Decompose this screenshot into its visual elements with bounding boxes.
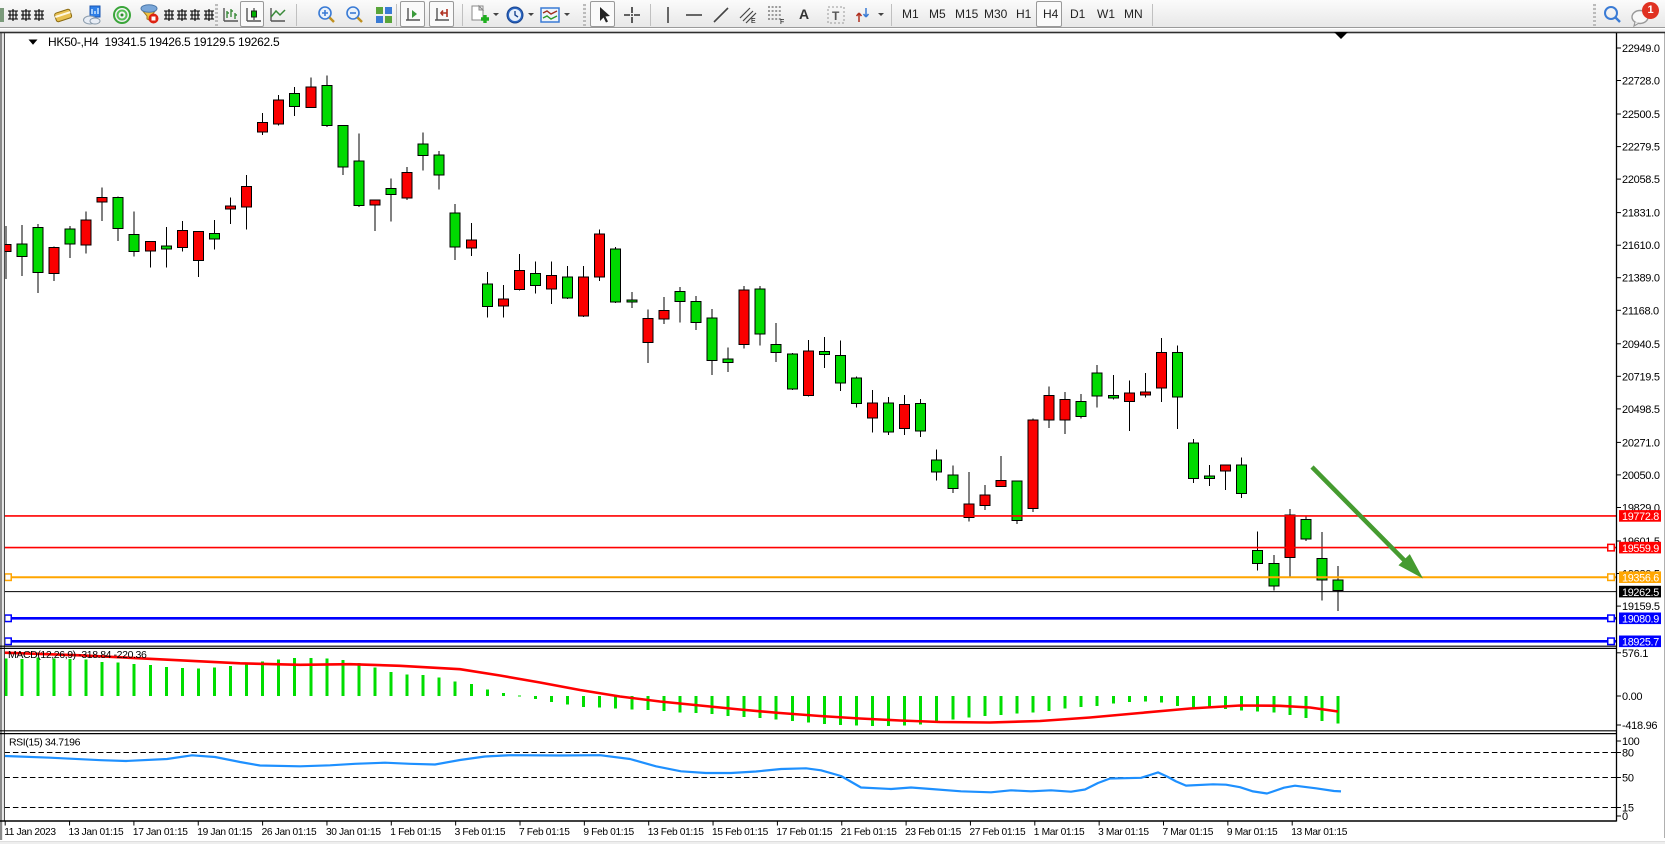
- svg-text:21168.0: 21168.0: [1622, 305, 1659, 317]
- svg-text:19080.9: 19080.9: [1622, 614, 1659, 626]
- svg-text:15 Feb 01:15: 15 Feb 01:15: [712, 827, 769, 838]
- svg-text:27 Feb 01:15: 27 Feb 01:15: [969, 827, 1026, 838]
- svg-text:1 Mar 01:15: 1 Mar 01:15: [1034, 827, 1085, 838]
- svg-text:-418.96: -418.96: [1622, 720, 1657, 732]
- svg-text:22949.0: 22949.0: [1622, 43, 1660, 55]
- svg-text:13 Feb 01:15: 13 Feb 01:15: [648, 827, 705, 838]
- svg-text:22728.0: 22728.0: [1622, 76, 1660, 88]
- svg-text:22058.5: 22058.5: [1622, 174, 1660, 186]
- svg-text:21 Feb 01:15: 21 Feb 01:15: [841, 827, 898, 838]
- svg-text:3 Feb 01:15: 3 Feb 01:15: [455, 827, 506, 838]
- svg-text:576.1: 576.1: [1622, 648, 1648, 660]
- svg-text:30 Jan 01:15: 30 Jan 01:15: [326, 827, 381, 838]
- svg-text:80: 80: [1622, 748, 1634, 760]
- svg-text:20498.5: 20498.5: [1622, 404, 1660, 416]
- svg-text:19559.9: 19559.9: [1622, 543, 1659, 555]
- svg-text:22279.5: 22279.5: [1622, 142, 1660, 154]
- svg-text:0.00: 0.00: [1622, 691, 1642, 703]
- svg-text:E: E: [751, 18, 756, 25]
- svg-text:15: 15: [1622, 803, 1634, 815]
- svg-text:17 Jan 01:15: 17 Jan 01:15: [133, 827, 188, 838]
- svg-text:100: 100: [1622, 736, 1640, 748]
- svg-text:20719.5: 20719.5: [1622, 371, 1660, 383]
- svg-text:HK50-,H4 19341.5 19426.5 1912: HK50-,H4 19341.5 19426.5 19129.5 19262.5: [48, 35, 280, 49]
- svg-text:18925.7: 18925.7: [1622, 637, 1659, 649]
- svg-text:19 Jan 01:15: 19 Jan 01:15: [197, 827, 252, 838]
- svg-text:13 Mar 01:15: 13 Mar 01:15: [1291, 827, 1348, 838]
- svg-text:19159.5: 19159.5: [1622, 601, 1660, 613]
- svg-text:9 Mar 01:15: 9 Mar 01:15: [1227, 827, 1278, 838]
- svg-text:1 Feb 01:15: 1 Feb 01:15: [390, 827, 441, 838]
- svg-text:7 Feb 01:15: 7 Feb 01:15: [519, 827, 570, 838]
- svg-text:19262.5: 19262.5: [1622, 587, 1659, 599]
- svg-text:0: 0: [1622, 811, 1628, 823]
- svg-text:21831.0: 21831.0: [1622, 208, 1660, 220]
- svg-text:9 Feb 01:15: 9 Feb 01:15: [583, 827, 634, 838]
- svg-text:3 Mar 01:15: 3 Mar 01:15: [1098, 827, 1149, 838]
- svg-text:20271.0: 20271.0: [1622, 437, 1660, 449]
- svg-text:19772.8: 19772.8: [1622, 511, 1659, 523]
- svg-text:F: F: [780, 19, 784, 26]
- svg-text:23 Feb 01:15: 23 Feb 01:15: [905, 827, 962, 838]
- svg-text:13 Jan 01:15: 13 Jan 01:15: [69, 827, 124, 838]
- svg-text:20050.0: 20050.0: [1622, 470, 1660, 482]
- svg-text:RSI(15) 34.7196: RSI(15) 34.7196: [9, 737, 81, 749]
- svg-text:26 Jan 01:15: 26 Jan 01:15: [262, 827, 317, 838]
- svg-text:MACD(12,26,9) -318.84 -220.36: MACD(12,26,9) -318.84 -220.36: [8, 649, 147, 661]
- svg-text:50: 50: [1622, 773, 1634, 785]
- svg-text:19356.6: 19356.6: [1622, 572, 1659, 584]
- svg-text:21610.0: 21610.0: [1622, 240, 1660, 252]
- svg-text:7 Mar 01:15: 7 Mar 01:15: [1163, 827, 1214, 838]
- svg-text:17 Feb 01:15: 17 Feb 01:15: [776, 827, 833, 838]
- svg-text:22500.5: 22500.5: [1622, 109, 1660, 121]
- svg-text:11 Jan 2023: 11 Jan 2023: [4, 827, 56, 838]
- svg-text:20940.5: 20940.5: [1622, 339, 1660, 351]
- svg-text:T: T: [832, 9, 840, 23]
- svg-text:21389.0: 21389.0: [1622, 273, 1660, 285]
